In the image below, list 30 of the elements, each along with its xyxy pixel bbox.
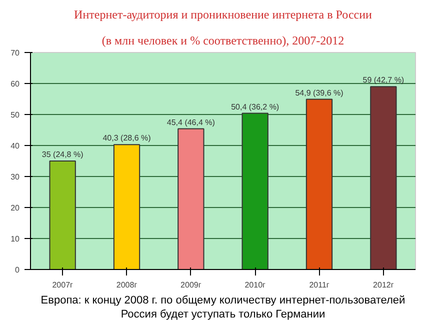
chart-title: Интернет-аудитория и проникновение интернета в России xyxy=(74,8,373,22)
data-label: 40,3 (28,6 %) xyxy=(102,134,152,143)
data-label: 45,4 (46,4 %) xyxy=(166,118,216,127)
y-tick-label: 0 xyxy=(15,266,20,274)
chart-subtitle: (в млн человек и % соответственно), 2007-2012 xyxy=(102,34,344,48)
y-tick-label: 50 xyxy=(10,110,20,120)
text: Россия будет уступать только Германии xyxy=(120,308,326,320)
x-tick-label: 2011г xyxy=(309,280,330,290)
x-tick-label: 2012г xyxy=(373,280,394,290)
y-tick-label: 20 xyxy=(10,204,20,212)
bar xyxy=(370,86,397,270)
bar xyxy=(242,112,268,270)
y-tick-label: 60 xyxy=(10,80,20,88)
x-tick-label: 2009г xyxy=(180,280,202,290)
data-label: 54,9 (39,6 %) xyxy=(295,88,344,98)
bar xyxy=(49,160,76,270)
x-tick-label: 2008г xyxy=(116,280,138,290)
data-label: 50,4 (36,2 %) xyxy=(231,102,280,112)
y-tick-label: 40 xyxy=(10,142,20,150)
data-label: 35 (24,8 %) xyxy=(42,150,84,159)
bar xyxy=(306,98,333,270)
y-tick-label: 30 xyxy=(10,172,20,182)
y-tick-label: 10 xyxy=(10,234,20,244)
data-label: 59 (42,7 %) xyxy=(362,76,404,85)
text: Европа: к концу 2008 г. по общему количеству интернет-пользователей xyxy=(40,294,406,306)
bar xyxy=(178,128,204,270)
bar xyxy=(113,144,140,270)
x-tick-label: 2010г xyxy=(244,280,266,290)
x-tick-label: 2007г xyxy=(52,280,74,290)
y-tick-label: 70 xyxy=(10,48,20,58)
